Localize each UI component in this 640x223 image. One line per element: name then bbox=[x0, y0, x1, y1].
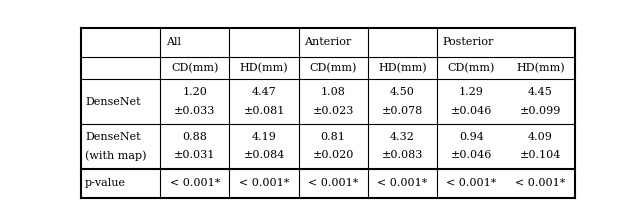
Text: < 0.001*: < 0.001* bbox=[446, 178, 497, 188]
Text: HD(mm): HD(mm) bbox=[516, 63, 564, 73]
Text: ±0.083: ±0.083 bbox=[381, 150, 423, 160]
Text: < 0.001*: < 0.001* bbox=[170, 178, 220, 188]
Text: ±0.078: ±0.078 bbox=[381, 106, 423, 116]
Text: CD(mm): CD(mm) bbox=[309, 63, 357, 73]
Text: ±0.031: ±0.031 bbox=[174, 150, 216, 160]
Text: (with map): (with map) bbox=[85, 150, 147, 161]
Text: 4.09: 4.09 bbox=[528, 132, 553, 142]
Text: 0.81: 0.81 bbox=[321, 132, 346, 142]
Text: 0.94: 0.94 bbox=[459, 132, 484, 142]
Text: ±0.099: ±0.099 bbox=[520, 106, 561, 116]
Text: < 0.001*: < 0.001* bbox=[377, 178, 428, 188]
Text: 1.08: 1.08 bbox=[321, 87, 346, 97]
Text: DenseNet: DenseNet bbox=[85, 132, 141, 142]
Text: ±0.084: ±0.084 bbox=[243, 150, 285, 160]
Text: ±0.033: ±0.033 bbox=[174, 106, 216, 116]
Text: CD(mm): CD(mm) bbox=[172, 63, 219, 73]
Text: ±0.046: ±0.046 bbox=[451, 150, 492, 160]
Text: ±0.104: ±0.104 bbox=[520, 150, 561, 160]
Text: < 0.001*: < 0.001* bbox=[515, 178, 566, 188]
Text: DenseNet: DenseNet bbox=[85, 97, 141, 107]
Text: 4.45: 4.45 bbox=[528, 87, 553, 97]
Text: Posterior: Posterior bbox=[443, 37, 494, 47]
Text: < 0.001*: < 0.001* bbox=[239, 178, 289, 188]
Text: Anterior: Anterior bbox=[305, 37, 352, 47]
Text: All: All bbox=[166, 37, 181, 47]
Text: HD(mm): HD(mm) bbox=[378, 63, 426, 73]
Text: 4.19: 4.19 bbox=[252, 132, 276, 142]
Text: 4.32: 4.32 bbox=[390, 132, 415, 142]
Text: p-value: p-value bbox=[85, 178, 126, 188]
Text: 1.20: 1.20 bbox=[182, 87, 207, 97]
Text: ±0.046: ±0.046 bbox=[451, 106, 492, 116]
Text: 0.88: 0.88 bbox=[182, 132, 207, 142]
Text: 1.29: 1.29 bbox=[459, 87, 484, 97]
Text: 4.47: 4.47 bbox=[252, 87, 276, 97]
Text: < 0.001*: < 0.001* bbox=[308, 178, 358, 188]
Text: ±0.023: ±0.023 bbox=[312, 106, 354, 116]
Text: CD(mm): CD(mm) bbox=[447, 63, 495, 73]
Text: ±0.081: ±0.081 bbox=[243, 106, 285, 116]
Text: 4.50: 4.50 bbox=[390, 87, 415, 97]
Text: HD(mm): HD(mm) bbox=[240, 63, 289, 73]
Text: ±0.020: ±0.020 bbox=[312, 150, 354, 160]
